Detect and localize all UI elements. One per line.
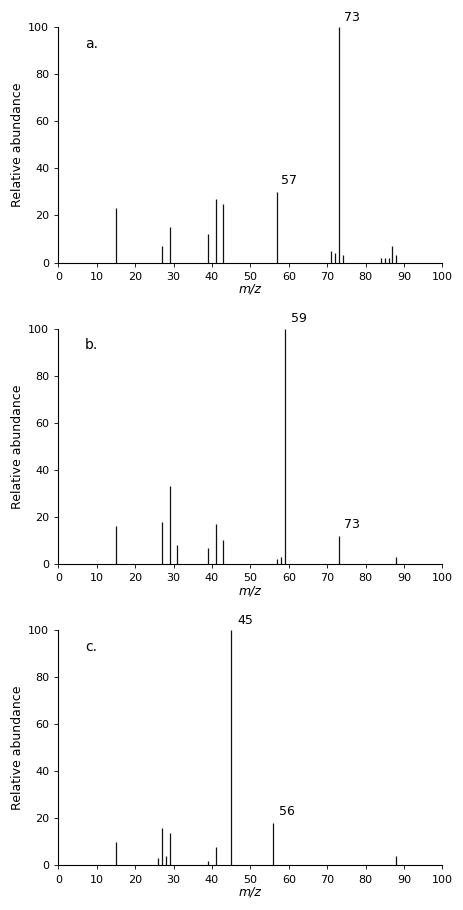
- X-axis label: m/z: m/z: [238, 886, 261, 899]
- X-axis label: m/z: m/z: [238, 584, 261, 597]
- Text: c.: c.: [85, 640, 97, 653]
- Text: b.: b.: [85, 339, 98, 352]
- Y-axis label: Relative abundance: Relative abundance: [11, 83, 24, 207]
- Text: a.: a.: [85, 36, 98, 51]
- Text: 59: 59: [290, 312, 306, 325]
- Text: 56: 56: [279, 805, 294, 818]
- X-axis label: m/z: m/z: [238, 283, 261, 296]
- Text: 73: 73: [344, 11, 360, 24]
- Text: 45: 45: [237, 613, 252, 627]
- Text: 73: 73: [344, 518, 360, 531]
- Text: 57: 57: [281, 174, 296, 187]
- Y-axis label: Relative abundance: Relative abundance: [11, 685, 24, 810]
- Y-axis label: Relative abundance: Relative abundance: [11, 384, 24, 509]
